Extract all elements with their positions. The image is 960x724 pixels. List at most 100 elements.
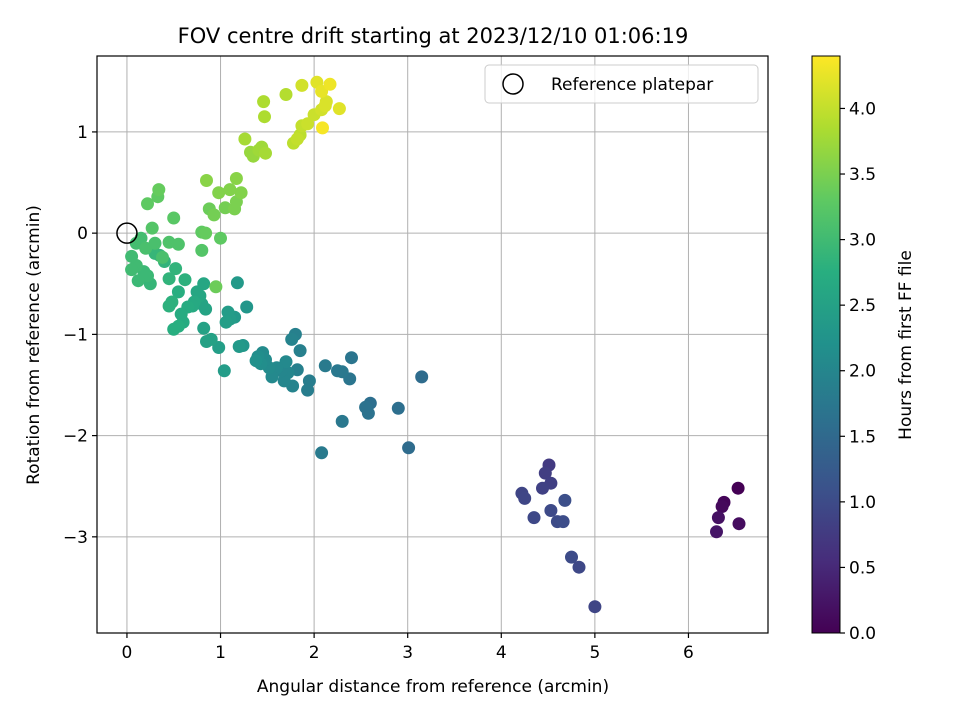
data-point — [249, 354, 263, 368]
data-point — [277, 374, 291, 388]
data-point — [229, 172, 243, 185]
data-point — [219, 315, 233, 329]
data-point — [536, 481, 549, 495]
x-tick-label: 6 — [683, 643, 694, 663]
grid — [97, 56, 768, 633]
y-tick-label: −3 — [63, 528, 88, 548]
data-point — [544, 504, 558, 517]
data-point — [558, 493, 572, 507]
data-point — [171, 237, 185, 251]
data-point — [518, 491, 532, 505]
data-point — [710, 525, 723, 539]
data-point — [565, 550, 578, 564]
data-point — [588, 600, 602, 614]
data-point — [171, 285, 185, 299]
x-tick-label: 2 — [309, 643, 320, 663]
data-point — [214, 231, 227, 245]
data-point — [125, 249, 139, 263]
colorbar-tick-label: 2.0 — [849, 362, 876, 382]
data-point — [331, 364, 344, 378]
data-point — [290, 132, 304, 146]
data-point — [169, 262, 183, 276]
data-point — [197, 321, 211, 335]
x-ticks: 0 1 2 3 4 5 6 — [122, 633, 694, 663]
data-point — [238, 132, 252, 146]
colorbar-ticks: 0.0 0.5 1.0 1.5 2.0 2.5 3.0 3.5 4.0 — [840, 99, 876, 644]
data-point — [230, 276, 244, 290]
data-point — [293, 344, 307, 358]
data-point — [232, 340, 246, 353]
reference-marker — [116, 222, 138, 244]
data-point — [259, 146, 272, 160]
data-point — [279, 355, 293, 369]
data-point — [391, 401, 405, 415]
data-point — [200, 174, 213, 187]
data-point — [174, 307, 188, 321]
data-point — [295, 78, 309, 92]
colorbar: 0.0 0.5 1.0 1.5 2.0 2.5 3.0 3.5 4.0 Hours from f… — [811, 55, 916, 644]
x-axis-label: Angular distance from reference (arcmin) — [257, 677, 609, 697]
x-tick-label: 4 — [496, 643, 507, 663]
data-point — [199, 226, 213, 240]
data-point — [240, 300, 254, 314]
data-point — [402, 441, 416, 455]
data-point — [148, 236, 162, 250]
colorbar-tick-label: 3.5 — [849, 165, 876, 185]
colorbar-tick-label: 4.0 — [849, 99, 876, 119]
x-tick-label: 3 — [402, 643, 413, 663]
y-tick-label: −1 — [63, 325, 88, 345]
data-point — [156, 250, 169, 264]
data-point — [217, 364, 231, 378]
chart-title: FOV centre drift starting at 2023/12/10 … — [178, 24, 689, 48]
data-point — [145, 221, 159, 235]
data-point — [167, 322, 181, 336]
data-point — [731, 481, 745, 495]
data-point — [209, 280, 223, 294]
data-point — [125, 263, 139, 277]
colorbar-label: Hours from first FF file — [896, 250, 916, 440]
data-point — [415, 370, 429, 384]
data-point — [131, 274, 145, 288]
data-point — [279, 88, 293, 101]
data-point — [318, 359, 332, 373]
data-point — [301, 383, 315, 397]
y-tick-label: −2 — [63, 427, 88, 447]
colorbar-tick-label: 0.5 — [849, 558, 876, 578]
data-point — [538, 466, 552, 480]
colorbar-tick-label: 2.5 — [849, 296, 876, 316]
data-point — [218, 201, 232, 215]
data-point — [162, 272, 176, 286]
y-axis-label: Rotation from reference (arcmin) — [24, 205, 44, 485]
data-point — [711, 511, 725, 525]
colorbar-tick-label: 0.0 — [849, 624, 876, 644]
data-point — [301, 117, 315, 131]
data-point — [715, 500, 729, 513]
legend-marker-icon — [502, 73, 524, 95]
data-point — [178, 273, 192, 287]
data-point — [323, 77, 337, 91]
legend-box — [484, 64, 759, 104]
data-point — [258, 110, 271, 124]
data-point — [234, 186, 248, 200]
data-point — [152, 183, 166, 197]
data-point — [316, 121, 329, 135]
colorbar-tick-label: 3.0 — [849, 231, 876, 251]
data-point — [285, 332, 299, 346]
data-point — [141, 197, 154, 211]
y-tick-label: 1 — [77, 123, 88, 143]
colorbar-tick-label: 1.0 — [849, 493, 876, 513]
data-point — [572, 560, 586, 574]
data-point — [257, 95, 271, 109]
data-point — [207, 208, 221, 222]
data-point — [223, 183, 237, 197]
x-tick-label: 5 — [589, 643, 600, 663]
data-point — [335, 414, 349, 428]
data-point — [332, 102, 346, 116]
colorbar-tick-label: 1.5 — [849, 427, 876, 447]
legend-label: Reference platepar — [551, 75, 713, 95]
data-point — [134, 231, 148, 245]
data-point — [162, 299, 176, 313]
data-points — [125, 75, 746, 614]
data-point — [345, 351, 358, 365]
